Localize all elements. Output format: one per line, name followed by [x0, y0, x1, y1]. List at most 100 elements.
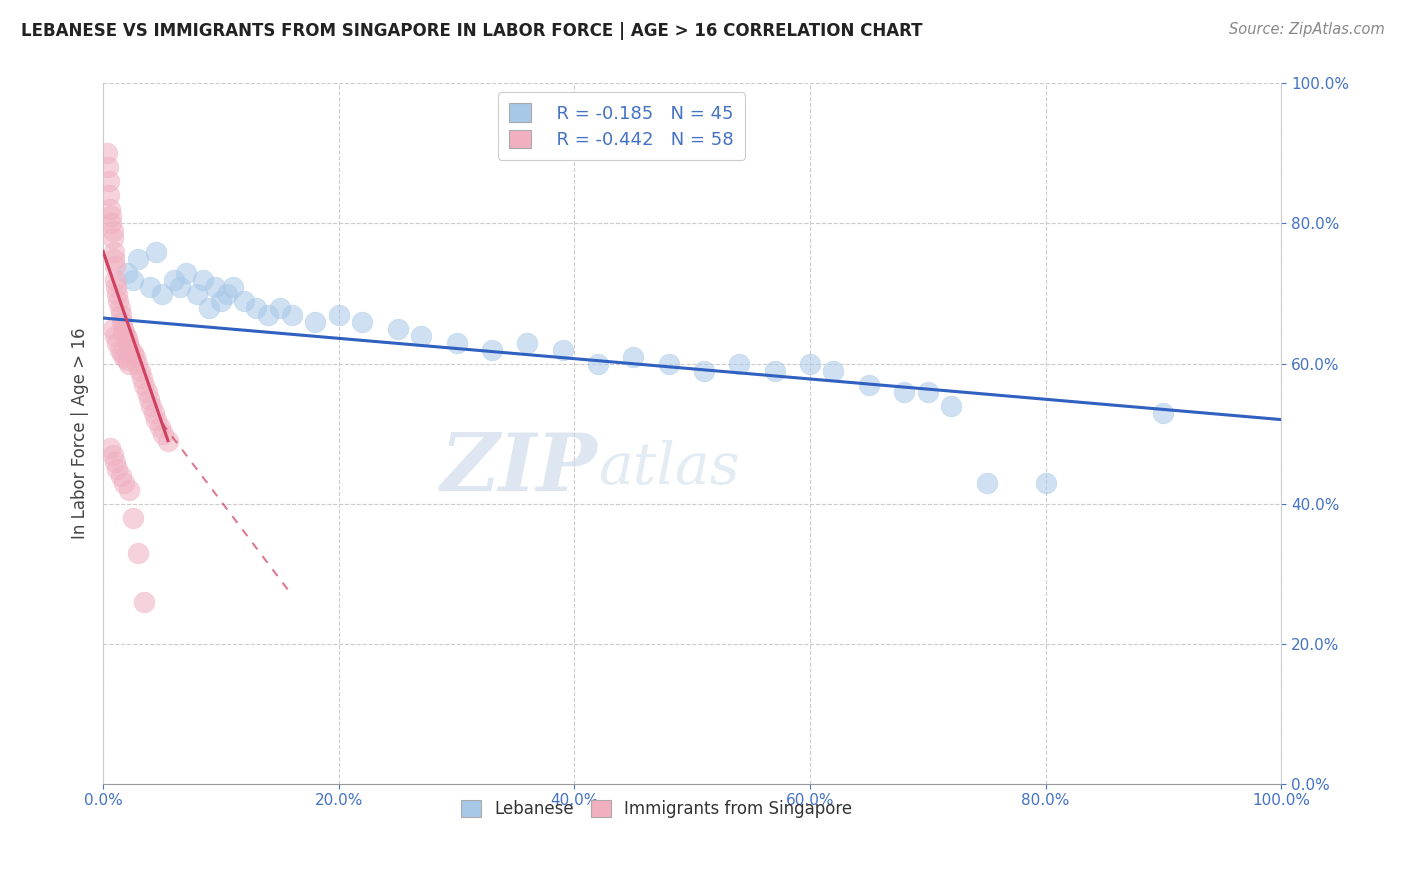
- Point: [516, 335, 538, 350]
- Point: [101, 321, 124, 335]
- Point: [658, 357, 681, 371]
- Point: [131, 370, 153, 384]
- Point: [269, 301, 291, 315]
- Point: [551, 343, 574, 357]
- Point: [98, 202, 121, 217]
- Point: [98, 174, 121, 188]
- Point: [163, 272, 186, 286]
- Point: [103, 252, 125, 266]
- Point: [149, 419, 172, 434]
- Text: Source: ZipAtlas.com: Source: ZipAtlas.com: [1229, 22, 1385, 37]
- Point: [101, 448, 124, 462]
- Text: ZIP: ZIP: [441, 430, 598, 508]
- Point: [100, 210, 122, 224]
- Point: [139, 279, 162, 293]
- Point: [108, 343, 131, 357]
- Point: [118, 339, 141, 353]
- Point: [209, 293, 232, 308]
- Point: [174, 266, 197, 280]
- Point: [105, 286, 128, 301]
- Point: [1152, 406, 1174, 420]
- Point: [222, 279, 245, 293]
- Point: [328, 308, 350, 322]
- Point: [138, 392, 160, 406]
- Point: [387, 321, 409, 335]
- Point: [105, 279, 128, 293]
- Point: [169, 279, 191, 293]
- Point: [101, 223, 124, 237]
- Point: [152, 426, 174, 441]
- Point: [193, 272, 215, 286]
- Point: [621, 350, 644, 364]
- Point: [304, 314, 326, 328]
- Point: [917, 384, 939, 399]
- Point: [150, 286, 173, 301]
- Point: [215, 286, 238, 301]
- Point: [118, 483, 141, 497]
- Point: [112, 350, 135, 364]
- Point: [186, 286, 208, 301]
- Point: [893, 384, 915, 399]
- Point: [115, 332, 138, 346]
- Point: [121, 272, 143, 286]
- Point: [763, 363, 786, 377]
- Point: [101, 230, 124, 244]
- Point: [105, 461, 128, 475]
- Legend: Lebanese, Immigrants from Singapore: Lebanese, Immigrants from Singapore: [454, 793, 859, 824]
- Point: [108, 301, 131, 315]
- Point: [115, 353, 138, 368]
- Point: [104, 454, 127, 468]
- Point: [104, 272, 127, 286]
- Point: [257, 308, 280, 322]
- Point: [799, 357, 821, 371]
- Point: [446, 335, 468, 350]
- Point: [103, 244, 125, 259]
- Point: [107, 293, 129, 308]
- Point: [134, 377, 156, 392]
- Point: [105, 335, 128, 350]
- Point: [135, 384, 157, 399]
- Text: atlas: atlas: [598, 441, 740, 497]
- Point: [1035, 475, 1057, 490]
- Point: [127, 546, 149, 560]
- Point: [145, 244, 167, 259]
- Point: [104, 328, 127, 343]
- Point: [124, 350, 146, 364]
- Point: [111, 314, 134, 328]
- Point: [100, 217, 122, 231]
- Point: [121, 346, 143, 360]
- Point: [97, 161, 120, 175]
- Point: [112, 321, 135, 335]
- Point: [976, 475, 998, 490]
- Point: [134, 595, 156, 609]
- Point: [145, 412, 167, 426]
- Point: [141, 399, 163, 413]
- Point: [128, 363, 150, 377]
- Point: [352, 314, 374, 328]
- Y-axis label: In Labor Force | Age > 16: In Labor Force | Age > 16: [72, 328, 89, 540]
- Point: [693, 363, 716, 377]
- Point: [481, 343, 503, 357]
- Point: [127, 357, 149, 371]
- Point: [110, 468, 132, 483]
- Point: [111, 346, 134, 360]
- Text: LEBANESE VS IMMIGRANTS FROM SINGAPORE IN LABOR FORCE | AGE > 16 CORRELATION CHAR: LEBANESE VS IMMIGRANTS FROM SINGAPORE IN…: [21, 22, 922, 40]
- Point: [204, 279, 226, 293]
- Point: [858, 377, 880, 392]
- Point: [233, 293, 256, 308]
- Point: [114, 328, 136, 343]
- Point: [121, 510, 143, 524]
- Point: [127, 252, 149, 266]
- Point: [118, 357, 141, 371]
- Point: [586, 357, 609, 371]
- Point: [156, 434, 179, 448]
- Point: [198, 301, 221, 315]
- Point: [728, 357, 751, 371]
- Point: [823, 363, 845, 377]
- Point: [112, 325, 135, 339]
- Point: [411, 328, 433, 343]
- Point: [98, 441, 121, 455]
- Point: [112, 475, 135, 490]
- Point: [941, 399, 963, 413]
- Point: [142, 406, 165, 420]
